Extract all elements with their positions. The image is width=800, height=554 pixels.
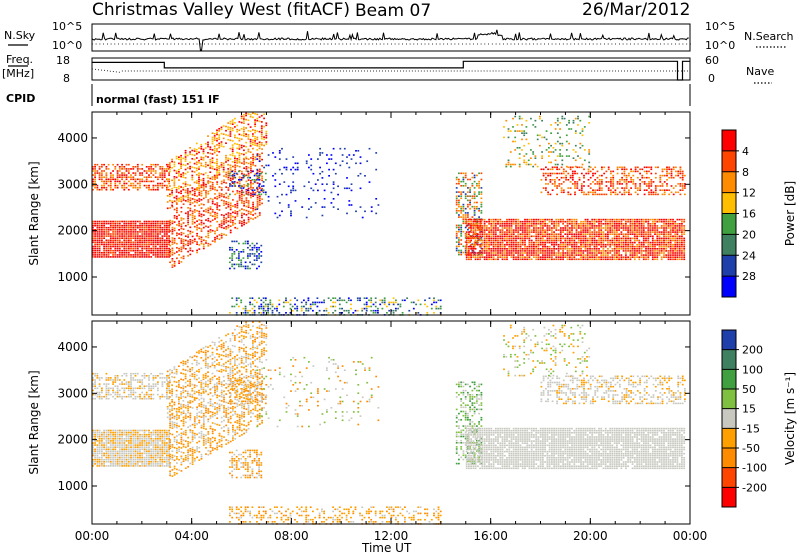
nave-bottom-tick: 0 bbox=[708, 72, 715, 85]
freq-label: Freq. bbox=[6, 53, 33, 66]
x-tick-label: 12:00 bbox=[374, 529, 409, 543]
freq-panel: Freq. [MHz] 18 8 60 0 Nave bbox=[2, 53, 774, 85]
x-tick-label: 20:00 bbox=[573, 529, 608, 543]
colorbar-tick-label: 28 bbox=[742, 270, 756, 283]
x-tick-label: 00:00 bbox=[673, 529, 708, 543]
colorbar-tick-label: 100 bbox=[742, 363, 763, 376]
colorbar-swatch bbox=[722, 234, 736, 256]
power-panel: 1000 2000 3000 4000 Slant Range [km] bbox=[27, 111, 691, 316]
colorbar-swatch bbox=[722, 276, 736, 298]
colorbar-swatch bbox=[722, 389, 736, 409]
velocity-colorbar: 200 100 50 15 -15 -50 -100 -200 Velocity [m s⁻¹] bbox=[721, 329, 797, 508]
nsky-line bbox=[91, 29, 689, 51]
scatter-data bbox=[92, 112, 686, 316]
colorbar-swatch bbox=[722, 448, 736, 468]
colorbar-tick-label: 200 bbox=[742, 344, 763, 357]
colorbar-tick-label: 16 bbox=[742, 208, 756, 221]
colorbar-tick-label: 24 bbox=[742, 249, 756, 262]
x-tick-label: 08:00 bbox=[274, 529, 309, 543]
colorbar-swatch bbox=[722, 369, 736, 390]
colorbar-tick-label: 50 bbox=[742, 383, 756, 396]
y-tick-label: 3000 bbox=[57, 386, 88, 400]
x-tick-label: 00:00 bbox=[75, 529, 110, 543]
colorbar-swatch bbox=[722, 408, 736, 429]
nsky-label: N.Sky bbox=[4, 29, 36, 42]
colorbar-swatch bbox=[722, 192, 736, 214]
nsky-top-tick: 10^5 bbox=[52, 20, 82, 33]
y-tick-label: 2000 bbox=[57, 433, 88, 447]
nave-dots bbox=[92, 68, 688, 73]
y-tick-label: 3000 bbox=[57, 177, 88, 191]
colorbar-tick-label: 12 bbox=[742, 187, 756, 200]
station-title: Christmas Valley West (fitACF) bbox=[92, 0, 350, 20]
colorbar-swatch bbox=[722, 330, 736, 350]
date-title: 26/Mar/2012 bbox=[582, 0, 690, 20]
y-tick-label: 4000 bbox=[57, 340, 88, 354]
colorbar-tick-label: 15 bbox=[742, 403, 756, 416]
nsearch-label: N.Search bbox=[744, 30, 794, 43]
colorbar-swatch bbox=[722, 467, 736, 488]
beam-title: Beam 07 bbox=[355, 1, 431, 21]
y-tick-label: 1000 bbox=[57, 479, 88, 493]
power-colorbar: 4 8 12 16 20 24 28 Power [dB] bbox=[721, 129, 797, 298]
nsky-bottom-tick: 10^0 bbox=[52, 39, 82, 52]
nave-label: Nave bbox=[746, 65, 774, 78]
freq-top-tick: 18 bbox=[56, 54, 70, 67]
colorbar-swatch bbox=[722, 213, 736, 235]
freq-bottom-tick: 8 bbox=[63, 72, 70, 85]
colorbar-tick-label: 20 bbox=[742, 228, 756, 241]
colorbar-tick-label: -15 bbox=[742, 422, 760, 435]
nave-top-tick: 60 bbox=[705, 54, 719, 67]
colorbar-tick-label: -200 bbox=[742, 481, 767, 494]
colorbar-tick-label: -100 bbox=[742, 462, 767, 475]
y-tick-label: 4000 bbox=[57, 131, 88, 145]
colorbar-swatch bbox=[722, 349, 736, 370]
colorbar-tick-label: 4 bbox=[742, 145, 749, 158]
colorbar-swatch bbox=[722, 428, 736, 449]
x-tick-label: 16:00 bbox=[473, 529, 508, 543]
colorbar-swatch bbox=[722, 487, 736, 508]
colorbar-label: Power [dB] bbox=[783, 181, 797, 246]
nsearch-bottom-tick: 10^0 bbox=[705, 39, 735, 52]
freq-line bbox=[92, 60, 690, 81]
x-axis-label: Time UT bbox=[361, 541, 412, 554]
nsearch-top-tick: 10^5 bbox=[705, 20, 735, 33]
scatter-data bbox=[92, 321, 686, 525]
nsky-trace bbox=[91, 29, 691, 51]
colorbar-tick-label: 8 bbox=[742, 166, 749, 179]
freq-unit-label: [MHz] bbox=[2, 67, 34, 80]
y-axis-label: Slant Range [km] bbox=[27, 370, 41, 474]
nsky-panel: N.Sky 10^5 10^0 10^5 10^0 N.Search bbox=[4, 20, 794, 52]
colorbar-swatch bbox=[722, 171, 736, 193]
y-tick-label: 2000 bbox=[57, 224, 88, 238]
x-tick-label: 04:00 bbox=[174, 529, 209, 543]
colorbar-swatch bbox=[722, 150, 736, 173]
colorbar-swatch bbox=[722, 130, 736, 152]
cpid-label: CPID bbox=[6, 92, 35, 105]
y-axis-label: Slant Range [km] bbox=[27, 161, 41, 265]
colorbar-tick-label: -50 bbox=[742, 442, 760, 455]
colorbar-swatch bbox=[722, 255, 736, 277]
cpid-value: normal (fast) 151 IF bbox=[96, 93, 220, 106]
freq-trace bbox=[92, 60, 690, 81]
y-tick-label: 1000 bbox=[57, 270, 88, 284]
velocity-panel: 1000 2000 3000 4000 00:00 04:00 08:00 12:00 16:0… bbox=[27, 320, 708, 543]
colorbar-label: Velocity [m s⁻¹] bbox=[783, 372, 797, 465]
